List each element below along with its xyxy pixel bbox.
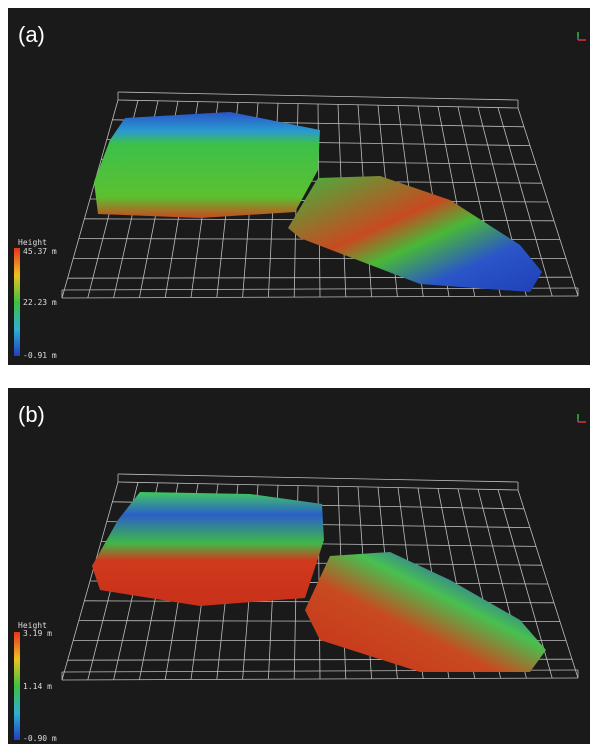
panel-label: (b) bbox=[18, 402, 45, 427]
figure: (a) Height 45.37 m 22.23 m -0.91 m (b) H… bbox=[0, 0, 598, 744]
panel: (a) Height 45.37 m 22.23 m -0.91 m bbox=[8, 8, 590, 365]
legend-label: 22.23 m bbox=[23, 298, 57, 307]
legend-label: -0.90 m bbox=[23, 734, 57, 743]
point-cloud bbox=[92, 492, 324, 606]
panel: (b) Height 3.19 m 1.14 m -0.90 m bbox=[8, 388, 590, 744]
colorbar bbox=[14, 632, 20, 740]
legend-title: Height bbox=[18, 238, 47, 247]
colorbar bbox=[14, 248, 20, 356]
legend-label: 1.14 m bbox=[23, 682, 52, 691]
page: (a) Height 45.37 m 22.23 m -0.91 m (b) H… bbox=[0, 0, 598, 744]
panel-label: (a) bbox=[18, 22, 45, 47]
point-cloud bbox=[94, 112, 320, 218]
legend-label: -0.91 m bbox=[23, 351, 57, 360]
legend-label: 45.37 m bbox=[23, 247, 57, 256]
legend-label: 3.19 m bbox=[23, 629, 52, 638]
